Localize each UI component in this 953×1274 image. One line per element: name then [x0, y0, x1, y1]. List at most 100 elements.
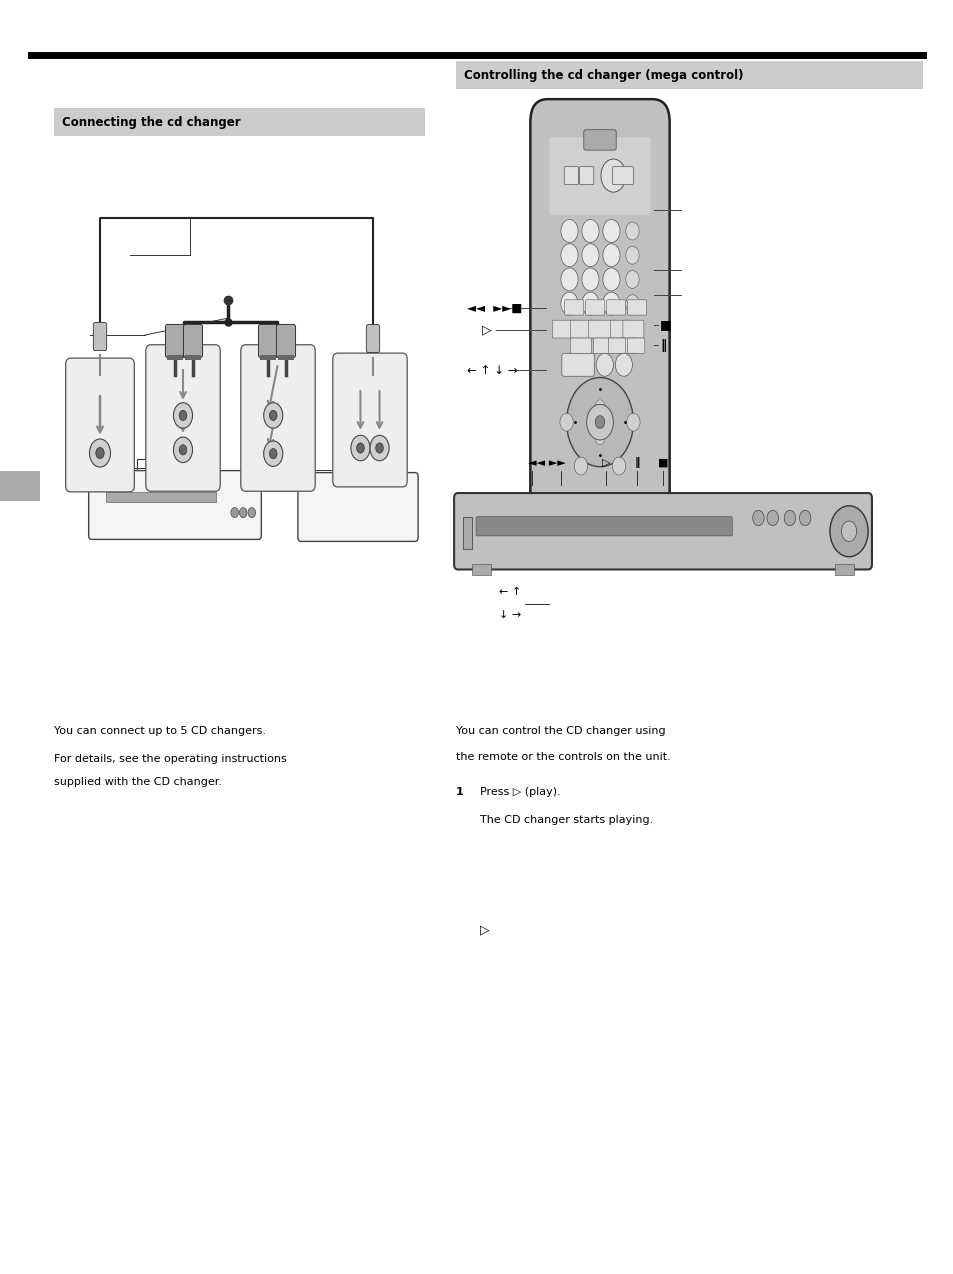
Circle shape	[581, 219, 598, 242]
Circle shape	[351, 436, 370, 461]
FancyBboxPatch shape	[454, 493, 871, 569]
Circle shape	[766, 511, 778, 526]
FancyBboxPatch shape	[93, 322, 107, 350]
Circle shape	[625, 222, 639, 240]
FancyBboxPatch shape	[552, 320, 580, 338]
FancyBboxPatch shape	[564, 299, 583, 315]
FancyBboxPatch shape	[563, 167, 578, 185]
FancyBboxPatch shape	[627, 299, 646, 315]
Circle shape	[626, 413, 639, 431]
Circle shape	[595, 415, 604, 428]
Bar	[260, 355, 275, 361]
FancyBboxPatch shape	[578, 167, 593, 185]
Circle shape	[581, 292, 598, 315]
Text: ■: ■	[657, 457, 668, 468]
Text: ◄◄ ►►: ◄◄ ►►	[527, 457, 565, 468]
Circle shape	[596, 353, 613, 376]
Text: 1: 1	[456, 787, 463, 798]
FancyBboxPatch shape	[258, 325, 277, 358]
FancyBboxPatch shape	[608, 338, 625, 353]
FancyBboxPatch shape	[622, 320, 643, 338]
Text: The CD changer starts playing.: The CD changer starts playing.	[479, 815, 653, 826]
FancyBboxPatch shape	[333, 353, 407, 487]
Circle shape	[829, 506, 867, 557]
FancyBboxPatch shape	[276, 325, 295, 358]
Text: Connecting the cd changer: Connecting the cd changer	[62, 116, 240, 129]
Circle shape	[95, 447, 104, 459]
FancyBboxPatch shape	[183, 325, 202, 358]
Circle shape	[615, 353, 632, 376]
FancyBboxPatch shape	[549, 138, 650, 215]
Circle shape	[595, 432, 604, 445]
Circle shape	[560, 268, 578, 290]
FancyBboxPatch shape	[593, 338, 614, 353]
Text: ◄◄  ►►■: ◄◄ ►►■	[467, 302, 522, 315]
Circle shape	[625, 294, 639, 312]
Circle shape	[602, 268, 619, 290]
FancyBboxPatch shape	[606, 299, 625, 315]
FancyBboxPatch shape	[588, 320, 617, 338]
FancyBboxPatch shape	[570, 338, 591, 353]
FancyBboxPatch shape	[165, 325, 184, 358]
FancyBboxPatch shape	[612, 167, 633, 185]
Circle shape	[625, 270, 639, 288]
Circle shape	[799, 511, 810, 526]
Text: Press ▷ (play).: Press ▷ (play).	[479, 787, 560, 798]
Text: Controlling the cd changer (mega control): Controlling the cd changer (mega control…	[463, 69, 742, 82]
Circle shape	[595, 400, 604, 413]
Circle shape	[173, 403, 193, 428]
Text: ▷: ▷	[601, 457, 609, 468]
Text: ▷: ▷	[481, 324, 491, 336]
Text: ■: ■	[659, 318, 671, 331]
FancyBboxPatch shape	[476, 517, 732, 536]
Text: ↓ →: ↓ →	[498, 610, 520, 620]
Text: supplied with the CD changer.: supplied with the CD changer.	[54, 777, 222, 787]
Text: ← ↑ ↓ →: ← ↑ ↓ →	[467, 363, 517, 377]
Circle shape	[602, 219, 619, 242]
FancyBboxPatch shape	[89, 470, 261, 539]
Bar	[278, 355, 294, 361]
Bar	[472, 564, 491, 575]
Text: ‖: ‖	[659, 339, 665, 352]
FancyBboxPatch shape	[570, 320, 598, 338]
Circle shape	[269, 448, 276, 459]
Text: You can connect up to 5 CD changers.: You can connect up to 5 CD changers.	[54, 726, 266, 736]
Text: For details, see the operating instructions: For details, see the operating instructi…	[54, 754, 287, 764]
Circle shape	[783, 511, 795, 526]
Circle shape	[231, 507, 238, 517]
Bar	[834, 564, 853, 575]
Circle shape	[269, 410, 276, 420]
Bar	[456, 61, 923, 89]
Circle shape	[581, 243, 598, 266]
Bar	[462, 517, 472, 549]
Bar	[106, 492, 215, 502]
Circle shape	[239, 507, 247, 517]
Circle shape	[560, 243, 578, 266]
Circle shape	[566, 377, 633, 466]
Circle shape	[612, 457, 625, 475]
FancyBboxPatch shape	[297, 473, 417, 541]
Circle shape	[263, 441, 282, 466]
Circle shape	[90, 440, 111, 468]
FancyBboxPatch shape	[627, 338, 644, 353]
Text: the remote or the controls on the unit.: the remote or the controls on the unit.	[456, 752, 670, 762]
Circle shape	[559, 413, 573, 431]
Bar	[0, 471, 40, 501]
Circle shape	[602, 292, 619, 315]
FancyBboxPatch shape	[146, 345, 220, 492]
Circle shape	[752, 511, 763, 526]
Circle shape	[263, 403, 282, 428]
Circle shape	[586, 404, 613, 440]
FancyBboxPatch shape	[583, 130, 616, 150]
Circle shape	[356, 443, 364, 454]
Circle shape	[179, 410, 187, 420]
FancyBboxPatch shape	[610, 320, 631, 338]
Bar	[167, 355, 182, 361]
Text: ‖: ‖	[634, 456, 639, 468]
FancyBboxPatch shape	[530, 99, 669, 521]
Circle shape	[560, 292, 578, 315]
Circle shape	[600, 159, 625, 192]
Circle shape	[574, 457, 587, 475]
FancyBboxPatch shape	[616, 338, 637, 353]
Circle shape	[375, 443, 383, 454]
